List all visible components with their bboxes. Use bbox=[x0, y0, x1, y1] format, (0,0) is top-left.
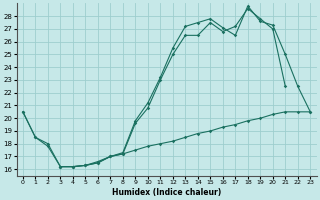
X-axis label: Humidex (Indice chaleur): Humidex (Indice chaleur) bbox=[112, 188, 221, 197]
